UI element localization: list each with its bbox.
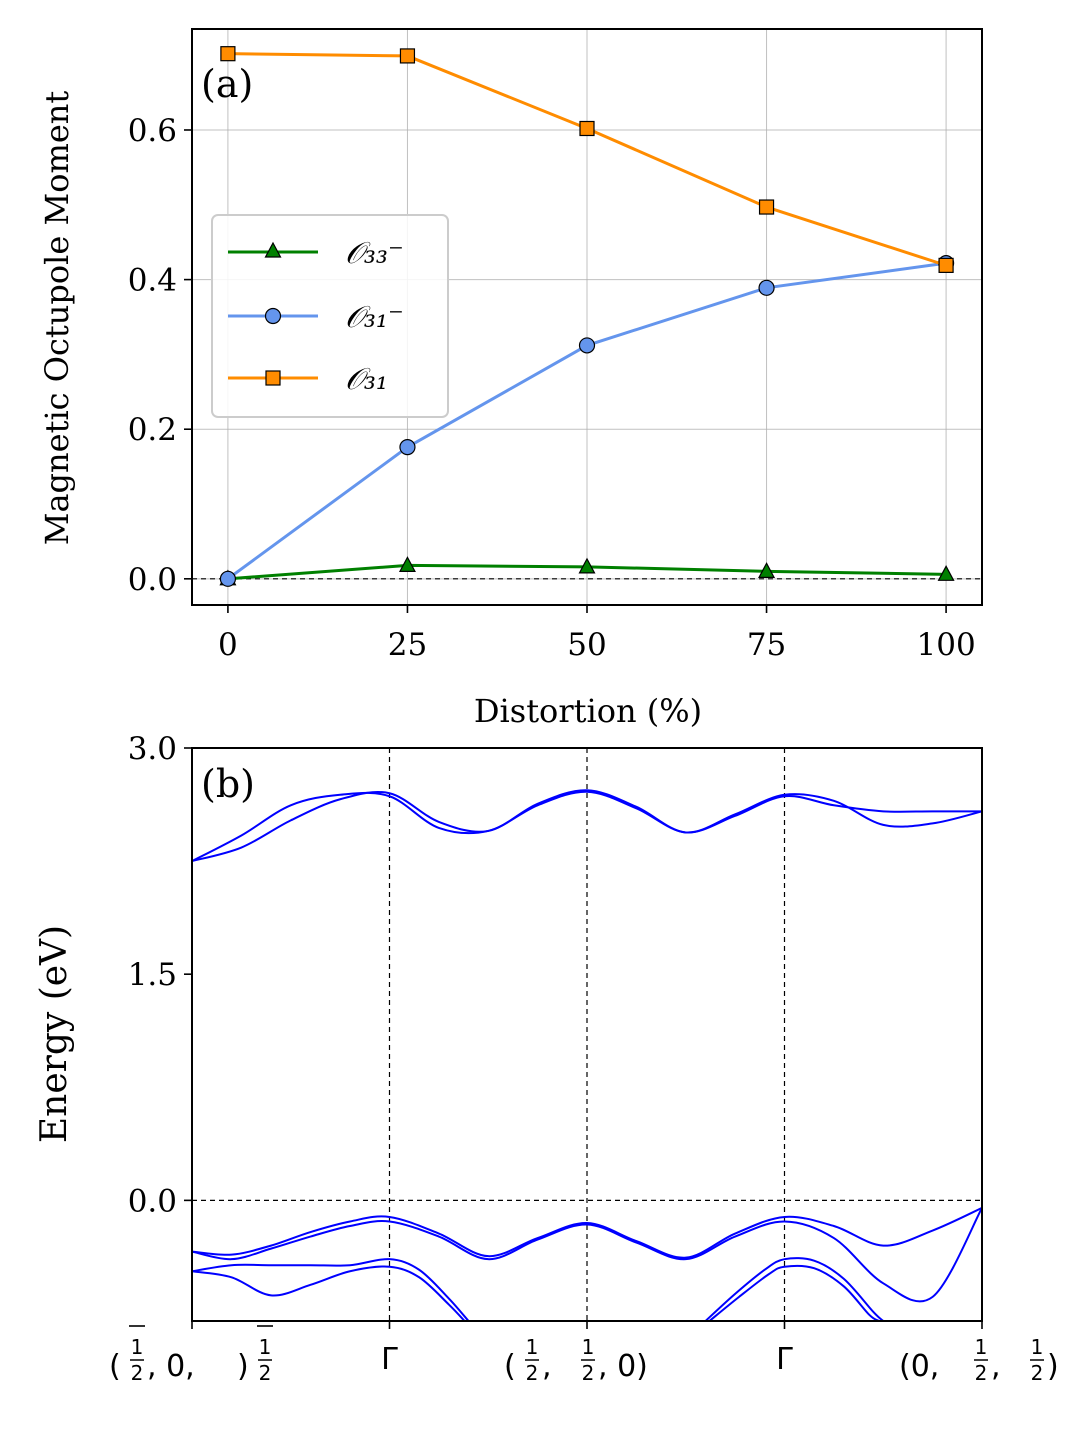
data-point-square [399,48,416,64]
x-axis-title-a: Distortion (%) [474,692,702,730]
x-tick-label: 25 [388,627,427,663]
kpath-label-text: , [542,1349,552,1384]
y-tick-label: 3.0 [128,731,177,767]
data-point-triangle [758,562,776,578]
y-tick-label: 0.0 [128,562,177,598]
fraction-numerator: 1 [526,1335,539,1359]
legend-box [211,214,449,418]
y-tick-label: 1.5 [128,957,177,993]
y-tick-label: 0.0 [128,1183,177,1219]
legend-item-o33-minus: 𝒪₃₃⁻ [228,236,404,271]
kpath-label-gamma: Γ [776,1342,793,1377]
panel-label-a: (a) [201,62,253,106]
fraction-denominator: 2 [975,1361,988,1385]
kpath-label-text: , 0, [147,1349,195,1384]
x-tick-label: 100 [917,627,976,663]
y-tick-label: 0.4 [128,263,177,299]
legend: 𝒪₃₃⁻ 𝒪₃₁⁻ 𝒪₃₁ [211,214,449,418]
legend-label-o31-minus: 𝒪₃₁⁻ [345,300,404,335]
ticks-b: 0.0 1.5 3.0 [128,731,983,1329]
y-tick-label: 0.6 [128,113,177,149]
legend-marker-circle [264,307,282,325]
kpath-label: (12, 12, 0) [504,1335,648,1385]
y-axis-title-a: Magnetic Octupole Moment [38,91,76,546]
fraction-denominator: 2 [1031,1361,1044,1385]
kpath-label-gamma: Γ [381,1342,398,1377]
band-line-2 [192,1207,982,1259]
data-point-square [220,46,236,62]
data-point-circle [219,570,237,587]
fraction-numerator: 1 [975,1335,988,1359]
kpath-label-text: ( [504,1349,516,1384]
legend-marker-triangle [264,241,282,258]
kpath-label-text: , 0) [598,1349,648,1384]
data-point-triangle [398,556,416,572]
data-point-circle [399,439,416,456]
legend-label-o33-minus: 𝒪₃₃⁻ [345,236,404,271]
kpath-label: (0, 12, 12) [899,1335,1059,1385]
data-point-circle [758,279,775,296]
legend-item-o31-minus: 𝒪₃₁⁻ [228,300,404,335]
x-tick-label: 75 [747,627,786,663]
y-axis-title-b: Energy (eV) [34,925,75,1143]
fraction-denominator: 2 [526,1361,539,1385]
panel-label-b: (b) [201,762,255,806]
data-point-triangle [937,565,955,581]
legend-marker-square [265,370,281,386]
data-point-triangle [578,557,596,574]
panel-b: 0.01.53.0 (12, 0, )12 Γ (12, 12, 0) Γ (0, 12… [34,731,1059,1385]
band-line-1 [192,789,982,863]
band-line-7 [708,1264,880,1321]
data-point-square [758,199,775,215]
band-line-3 [192,1207,982,1303]
fraction-numerator: 1 [131,1335,144,1359]
band-line-5 [192,1265,466,1321]
panel-a: 0 25 50 75 100 0.0 0.2 0.4 0.6 (a) Distortion (%… [38,28,983,730]
y-tick-label: 0.2 [128,412,177,448]
data-point-square [579,120,595,137]
band-structure [192,789,982,1321]
fraction-denominator: 2 [582,1361,595,1385]
fraction-denominator: 2 [131,1361,144,1385]
band-line-4 [192,1258,470,1321]
kpath-label: (12, 0, )12 [109,1325,273,1385]
kpath-label-text: ) [237,1349,249,1384]
data-point-square [938,257,954,273]
kpath-label-text: ( [109,1349,121,1384]
fraction-numerator: 1 [582,1335,595,1359]
kpath-label-text: , [991,1349,1001,1384]
legend-label-o31: 𝒪₃₁ [345,362,388,397]
fraction-denominator: 2 [259,1361,272,1385]
x-tick-label: 50 [567,627,606,663]
x-tick-label: 0 [218,627,238,663]
kpath-labels: (12, 0, )12 Γ (12, 12, 0) Γ (0, 12, 12) [109,1325,1059,1385]
legend-item-o31: 𝒪₃₁ [228,362,388,397]
kpath-label-text: ) [1047,1349,1059,1384]
kpath-label: Γ [776,1342,793,1377]
band-line-6 [704,1257,884,1321]
ticks-a: 0 25 50 75 100 0.0 0.2 0.4 0.6 [128,113,976,663]
data-point-circle [578,337,596,354]
kpath-label: Γ [381,1342,398,1377]
fraction-numerator: 1 [1031,1335,1044,1359]
high-symmetry-lines [388,748,786,1321]
kpath-label-text: (0, [899,1349,939,1384]
series-group-a [219,46,955,587]
fraction-numerator: 1 [259,1335,272,1359]
